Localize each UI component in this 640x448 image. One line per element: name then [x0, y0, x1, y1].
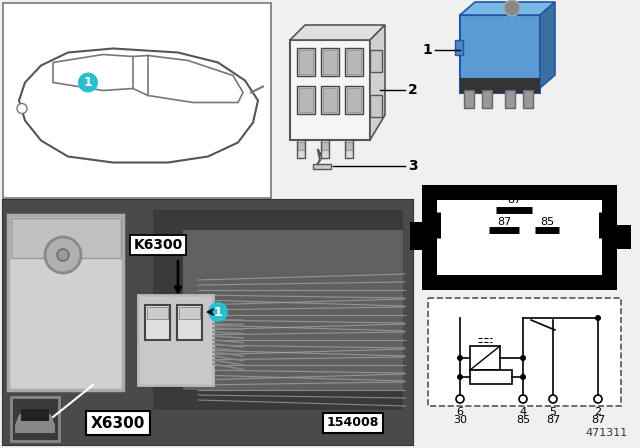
- Text: 1: 1: [422, 43, 432, 57]
- Bar: [153, 210, 403, 410]
- Bar: [422, 185, 617, 290]
- Circle shape: [45, 237, 81, 273]
- Text: 3: 3: [408, 159, 418, 173]
- Bar: [464, 90, 474, 108]
- Bar: [323, 88, 337, 112]
- Circle shape: [17, 103, 27, 113]
- Circle shape: [57, 249, 69, 261]
- Circle shape: [520, 374, 526, 380]
- Bar: [299, 88, 313, 112]
- Text: 2: 2: [408, 83, 418, 97]
- Circle shape: [208, 302, 228, 322]
- Bar: [370, 95, 382, 117]
- Bar: [297, 48, 315, 76]
- Text: X6300: X6300: [91, 415, 145, 431]
- Circle shape: [504, 0, 520, 16]
- Text: 471311: 471311: [586, 428, 628, 438]
- Text: 87: 87: [591, 415, 605, 425]
- Bar: [321, 86, 339, 114]
- Bar: [323, 50, 337, 74]
- Bar: [370, 50, 382, 72]
- Polygon shape: [540, 2, 555, 88]
- Polygon shape: [53, 55, 133, 90]
- Text: 1: 1: [214, 306, 222, 319]
- Polygon shape: [15, 409, 55, 433]
- Polygon shape: [290, 25, 385, 40]
- Bar: [11, 218, 121, 258]
- Bar: [428, 298, 621, 406]
- Bar: [147, 307, 168, 319]
- Bar: [321, 48, 339, 76]
- Text: 154008: 154008: [327, 417, 379, 430]
- Bar: [345, 48, 363, 76]
- Bar: [470, 346, 500, 370]
- Bar: [145, 305, 170, 340]
- Bar: [138, 295, 213, 385]
- Text: 30: 30: [421, 215, 435, 225]
- Bar: [322, 142, 328, 150]
- Bar: [455, 40, 463, 55]
- Text: 2: 2: [595, 407, 602, 417]
- Circle shape: [520, 355, 526, 361]
- Text: 87: 87: [546, 415, 560, 425]
- Text: 85: 85: [516, 415, 530, 425]
- Bar: [410, 222, 422, 250]
- Bar: [346, 142, 352, 150]
- Text: 30: 30: [453, 415, 467, 425]
- Circle shape: [456, 395, 464, 403]
- Polygon shape: [460, 2, 555, 15]
- Circle shape: [549, 395, 557, 403]
- Text: 6: 6: [456, 407, 463, 417]
- Bar: [297, 140, 305, 158]
- Circle shape: [457, 355, 463, 361]
- Bar: [3, 200, 413, 445]
- Bar: [345, 86, 363, 114]
- Bar: [179, 307, 200, 319]
- Bar: [8, 215, 123, 390]
- Polygon shape: [19, 48, 258, 163]
- Circle shape: [457, 374, 463, 380]
- Text: 1: 1: [84, 76, 92, 89]
- Text: 87: 87: [497, 217, 511, 227]
- Bar: [183, 230, 403, 390]
- Bar: [345, 140, 353, 158]
- Bar: [437, 200, 602, 275]
- Bar: [21, 409, 49, 421]
- Bar: [460, 78, 540, 93]
- Text: 85: 85: [540, 217, 554, 227]
- Text: 5: 5: [550, 407, 557, 417]
- Bar: [11, 397, 59, 441]
- Bar: [313, 164, 331, 169]
- Bar: [3, 200, 413, 445]
- Bar: [3, 3, 271, 198]
- Bar: [290, 40, 370, 140]
- Polygon shape: [370, 25, 385, 140]
- Text: 87: 87: [507, 195, 521, 205]
- Polygon shape: [148, 56, 243, 103]
- Bar: [297, 86, 315, 114]
- Text: K6300: K6300: [133, 238, 182, 252]
- Bar: [298, 142, 304, 150]
- Bar: [460, 15, 540, 93]
- Bar: [505, 90, 515, 108]
- Circle shape: [78, 73, 98, 92]
- Bar: [347, 88, 361, 112]
- Bar: [617, 225, 631, 249]
- Bar: [347, 50, 361, 74]
- Bar: [470, 370, 512, 384]
- Bar: [523, 90, 533, 108]
- Circle shape: [594, 395, 602, 403]
- Bar: [177, 305, 202, 340]
- Text: 4: 4: [520, 407, 527, 417]
- Bar: [321, 140, 329, 158]
- Bar: [482, 90, 492, 108]
- Circle shape: [595, 315, 601, 321]
- Circle shape: [519, 395, 527, 403]
- Bar: [299, 50, 313, 74]
